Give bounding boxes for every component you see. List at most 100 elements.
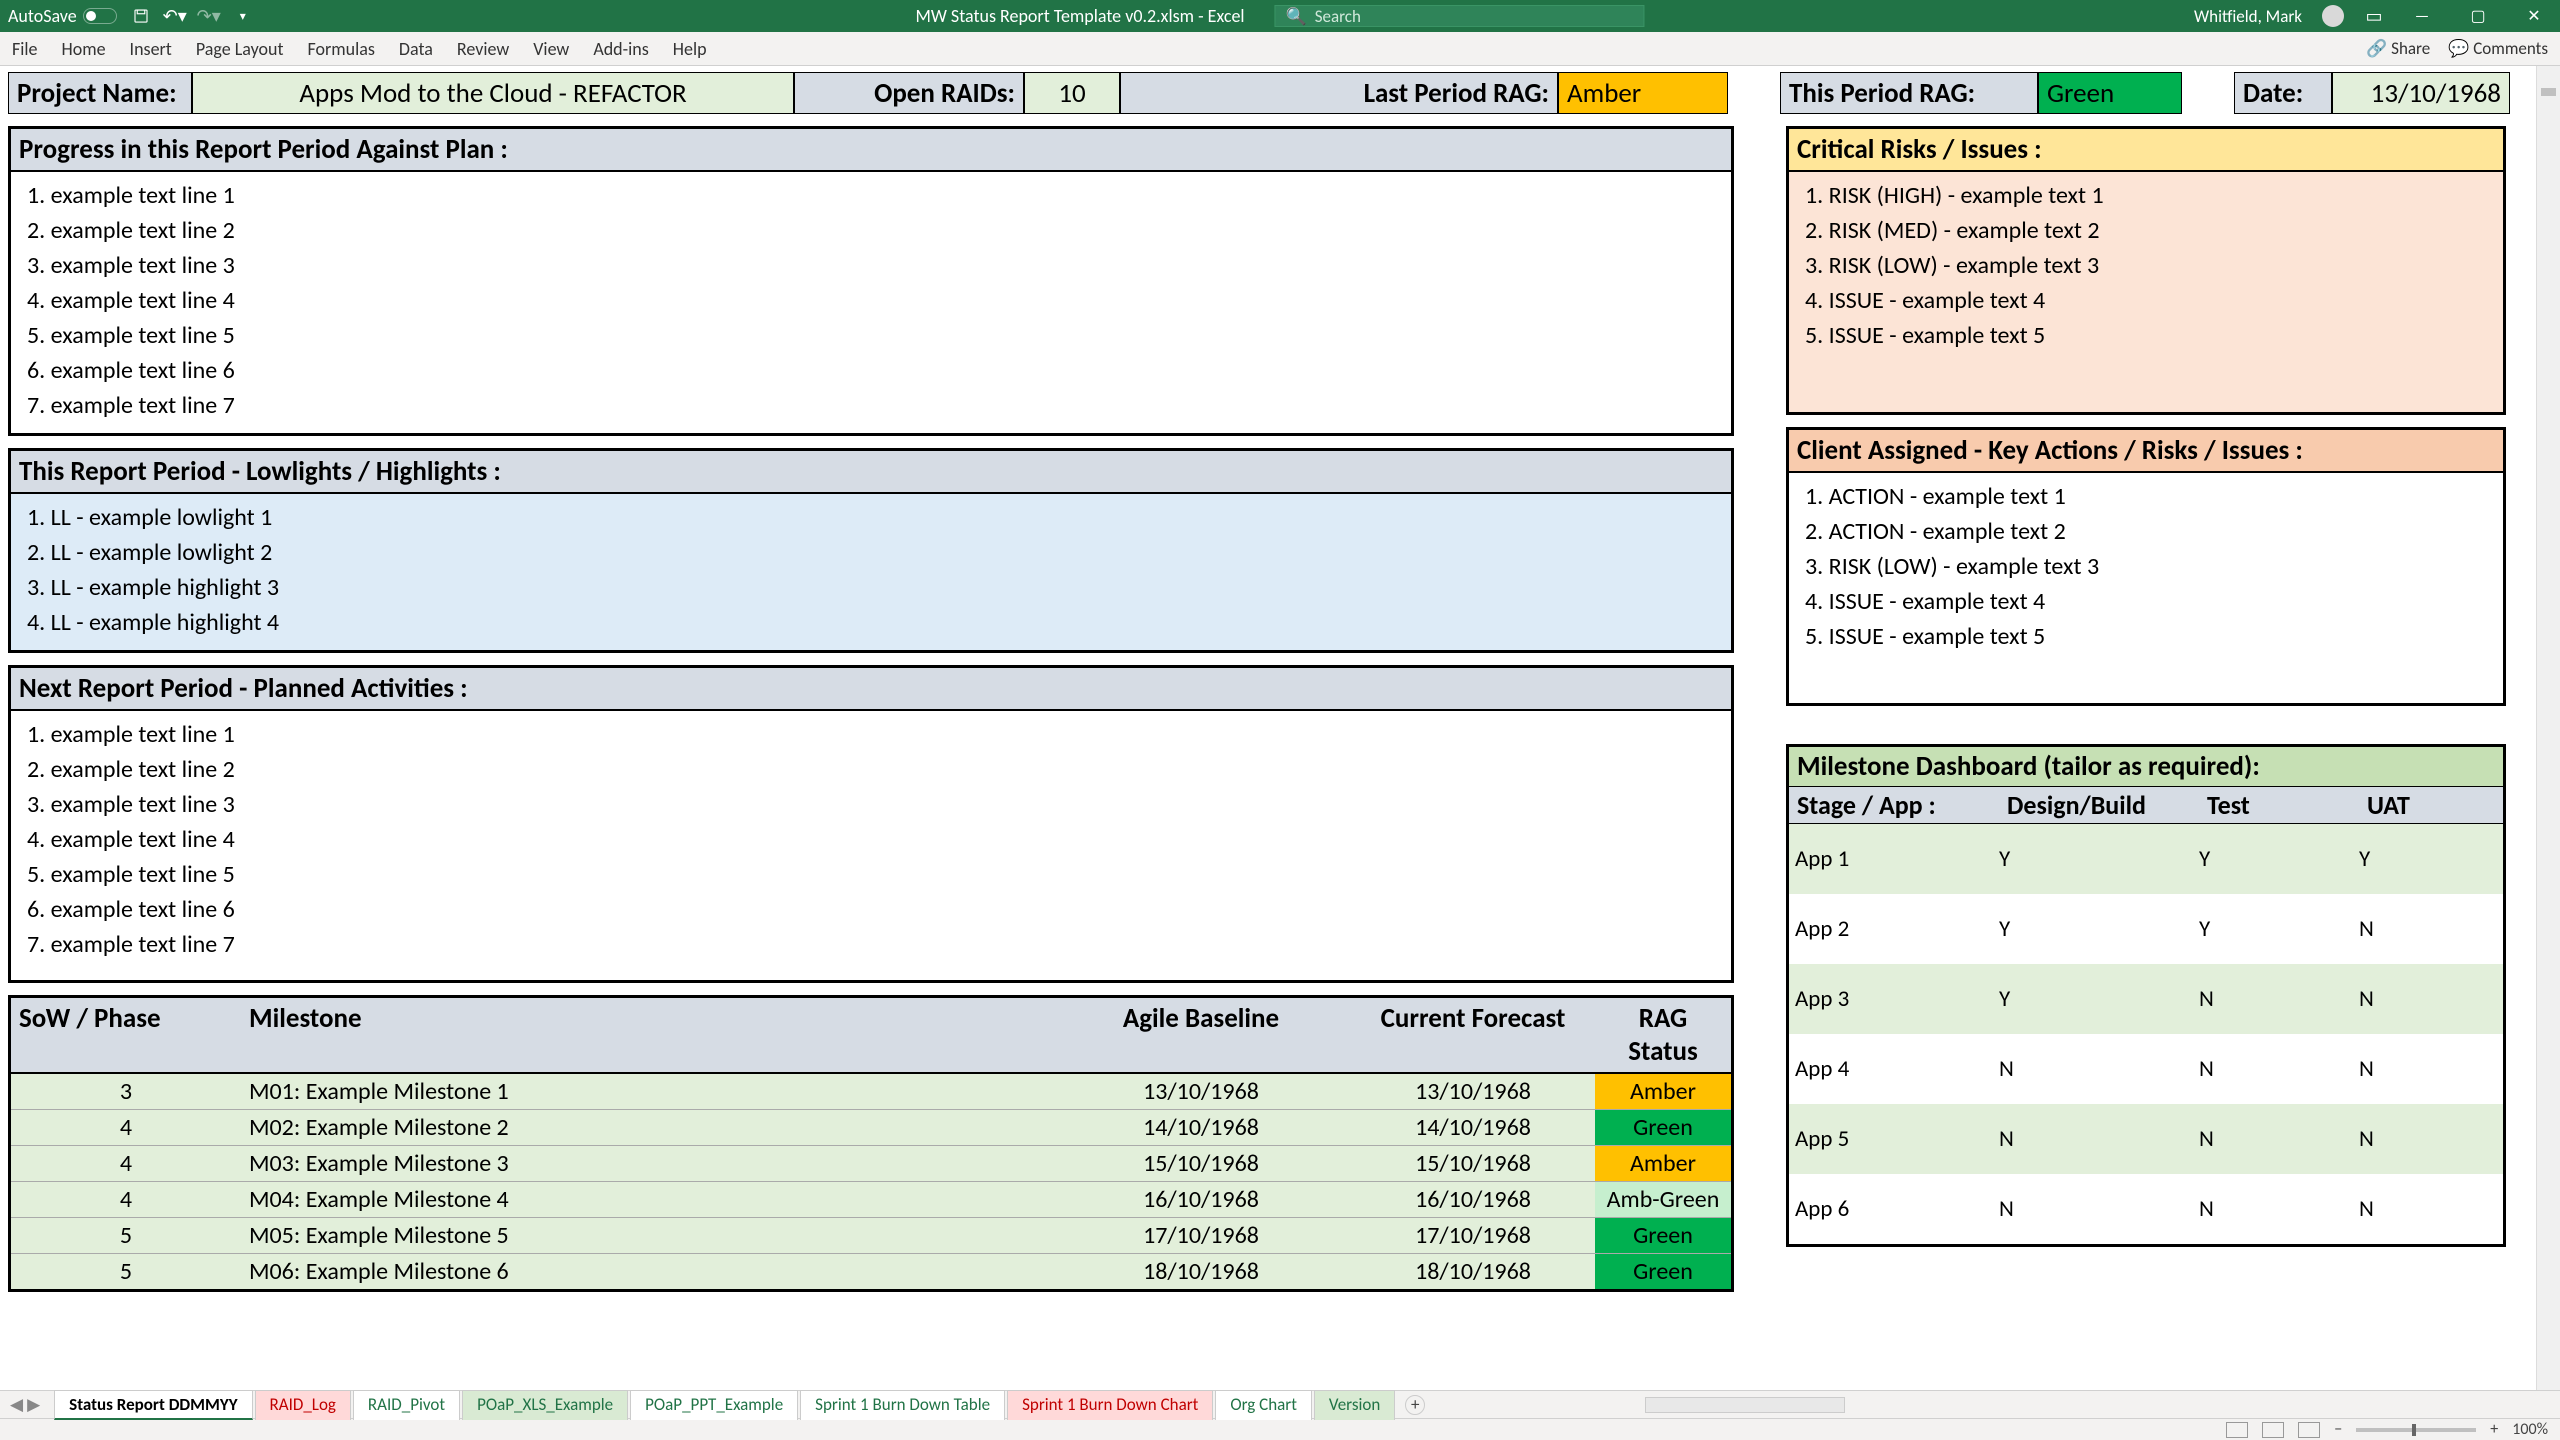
ribbon-tab-page-layout[interactable]: Page Layout	[196, 38, 284, 60]
list-item[interactable]: example text line 4	[27, 822, 1719, 857]
sheet-tab[interactable]: Sprint 1 Burn Down Chart	[1007, 1390, 1213, 1420]
list-item[interactable]: LL - example highlight 4	[27, 605, 1719, 640]
ribbon-tab-home[interactable]: Home	[62, 38, 106, 60]
last-rag-value[interactable]: Amber	[1558, 72, 1728, 114]
ms-forecast: 16/10/1968	[1351, 1182, 1595, 1217]
search-input[interactable]: 🔍 Search	[1275, 5, 1645, 27]
list-item[interactable]: example text line 3	[27, 248, 1719, 283]
list-item[interactable]: RISK (LOW) - example text 3	[1805, 248, 2491, 283]
dash-test: N	[2199, 1055, 2359, 1083]
sheet-tab[interactable]: POaP_XLS_Example	[462, 1390, 628, 1420]
milestone-row[interactable]: 5M06: Example Milestone 618/10/196818/10…	[11, 1254, 1731, 1289]
list-item[interactable]: LL - example lowlight 1	[27, 500, 1719, 535]
list-item[interactable]: ISSUE - example text 4	[1805, 584, 2491, 619]
share-button[interactable]: 🔗 Share	[2366, 38, 2430, 59]
comments-button[interactable]: 💬 Comments	[2448, 38, 2548, 59]
list-item[interactable]: RISK (LOW) - example text 3	[1805, 549, 2491, 584]
list-item[interactable]: ACTION - example text 1	[1805, 479, 2491, 514]
ribbon-tab-file[interactable]: File	[12, 38, 38, 60]
list-item[interactable]: example text line 2	[27, 752, 1719, 787]
dashboard-row[interactable]: App 3YNN	[1789, 964, 2503, 1034]
list-item[interactable]: example text line 1	[27, 178, 1719, 213]
raids-value[interactable]: 10	[1024, 72, 1120, 114]
list-item[interactable]: example text line 7	[27, 388, 1719, 423]
dashboard-row[interactable]: App 2YYN	[1789, 894, 2503, 964]
save-icon[interactable]	[131, 6, 151, 26]
tab-nav[interactable]: ◀ ▶	[10, 1394, 40, 1415]
qat-customize-icon[interactable]: ▾	[233, 6, 253, 26]
ribbon-tab-insert[interactable]: Insert	[130, 38, 172, 60]
sheet-tab[interactable]: RAID_Pivot	[353, 1390, 460, 1420]
date-value[interactable]: 13/10/1968	[2332, 72, 2510, 114]
milestone-row[interactable]: 4M03: Example Milestone 315/10/196815/10…	[11, 1146, 1731, 1182]
planned-body[interactable]: example text line 1example text line 2ex…	[11, 711, 1731, 980]
sheet-tab[interactable]: POaP_PPT_Example	[630, 1390, 798, 1420]
dashboard-row[interactable]: App 1YYY	[1789, 824, 2503, 894]
minimize-icon[interactable]: —	[2404, 0, 2440, 32]
milestone-row[interactable]: 4M04: Example Milestone 416/10/196816/10…	[11, 1182, 1731, 1218]
list-item[interactable]: example text line 6	[27, 353, 1719, 388]
ribbon-tab-formulas[interactable]: Formulas	[308, 38, 375, 60]
ribbon-tab-view[interactable]: View	[533, 38, 569, 60]
list-item[interactable]: example text line 4	[27, 283, 1719, 318]
lowlights-body[interactable]: LL - example lowlight 1LL - example lowl…	[11, 494, 1731, 650]
ribbon-tab-help[interactable]: Help	[673, 38, 707, 60]
ms-baseline: 14/10/1968	[1051, 1110, 1351, 1145]
client-body[interactable]: ACTION - example text 1ACTION - example …	[1789, 473, 2503, 703]
list-item[interactable]: ISSUE - example text 5	[1805, 619, 2491, 654]
list-item[interactable]: RISK (HIGH) - example text 1	[1805, 178, 2491, 213]
list-item[interactable]: example text line 7	[27, 927, 1719, 962]
user-name: Whitfield, Mark	[2194, 6, 2302, 27]
dashboard-row[interactable]: App 4NNN	[1789, 1034, 2503, 1104]
list-item[interactable]: ISSUE - example text 4	[1805, 283, 2491, 318]
maximize-icon[interactable]: ▢	[2460, 0, 2496, 32]
list-item[interactable]: example text line 2	[27, 213, 1719, 248]
sheet-tab[interactable]: RAID_Log	[255, 1390, 351, 1420]
milestone-row[interactable]: 5M05: Example Milestone 517/10/196817/10…	[11, 1218, 1731, 1254]
autosave[interactable]: AutoSave	[8, 5, 117, 27]
list-item[interactable]: ISSUE - example text 5	[1805, 318, 2491, 353]
milestone-row[interactable]: 4M02: Example Milestone 214/10/196814/10…	[11, 1110, 1731, 1146]
this-rag-value[interactable]: Green	[2038, 72, 2182, 114]
sheet-tab[interactable]: Sprint 1 Burn Down Table	[800, 1390, 1005, 1420]
client-panel: Client Assigned - Key Actions / Risks / …	[1786, 427, 2506, 706]
tab-nav-right-icon[interactable]: ▶	[27, 1394, 40, 1415]
progress-body[interactable]: example text line 1example text line 2ex…	[11, 172, 1731, 433]
list-item[interactable]: example text line 6	[27, 892, 1719, 927]
worksheet[interactable]: Project Name: Apps Mod to the Cloud - RE…	[0, 66, 2560, 1390]
ribbon-tab-data[interactable]: Data	[399, 38, 433, 60]
zoom-slider[interactable]	[2356, 1428, 2476, 1432]
avatar-icon[interactable]	[2322, 5, 2344, 27]
list-item[interactable]: LL - example highlight 3	[27, 570, 1719, 605]
horizontal-scrollbar[interactable]	[1645, 1397, 1845, 1413]
list-item[interactable]: example text line 3	[27, 787, 1719, 822]
milestone-row[interactable]: 3M01: Example Milestone 113/10/196813/10…	[11, 1074, 1731, 1110]
dash-app: App 2	[1789, 915, 1999, 943]
dashboard-row[interactable]: App 6NNN	[1789, 1174, 2503, 1244]
ribbon-tab-review[interactable]: Review	[457, 38, 509, 60]
ribbon-tab-add-ins[interactable]: Add-ins	[593, 38, 648, 60]
dashboard-row[interactable]: App 5NNN	[1789, 1104, 2503, 1174]
sheet-tab[interactable]: Version	[1314, 1390, 1395, 1420]
redo-icon[interactable]: ↷▾	[199, 6, 219, 26]
list-item[interactable]: example text line 5	[27, 318, 1719, 353]
vertical-scrollbar[interactable]	[2536, 66, 2560, 1390]
ms-baseline: 15/10/1968	[1051, 1146, 1351, 1181]
autosave-toggle-icon[interactable]	[83, 8, 117, 24]
close-icon[interactable]: ✕	[2516, 0, 2552, 32]
list-item[interactable]: RISK (MED) - example text 2	[1805, 213, 2491, 248]
add-sheet-button[interactable]: +	[1405, 1395, 1425, 1415]
ms-forecast: 15/10/1968	[1351, 1146, 1595, 1181]
sheet-tab[interactable]: Status Report DDMMYY	[54, 1390, 252, 1420]
tab-nav-left-icon[interactable]: ◀	[10, 1394, 23, 1415]
project-value[interactable]: Apps Mod to the Cloud - REFACTOR	[192, 72, 794, 114]
dash-uat: N	[2359, 1055, 2499, 1083]
undo-icon[interactable]: ↶▾	[165, 6, 185, 26]
list-item[interactable]: ACTION - example text 2	[1805, 514, 2491, 549]
list-item[interactable]: LL - example lowlight 2	[27, 535, 1719, 570]
list-item[interactable]: example text line 5	[27, 857, 1719, 892]
list-item[interactable]: example text line 1	[27, 717, 1719, 752]
sheet-tab[interactable]: Org Chart	[1215, 1390, 1312, 1420]
ribbon-display-icon[interactable]: ▭	[2364, 6, 2384, 26]
risks-body[interactable]: RISK (HIGH) - example text 1RISK (MED) -…	[1789, 172, 2503, 412]
